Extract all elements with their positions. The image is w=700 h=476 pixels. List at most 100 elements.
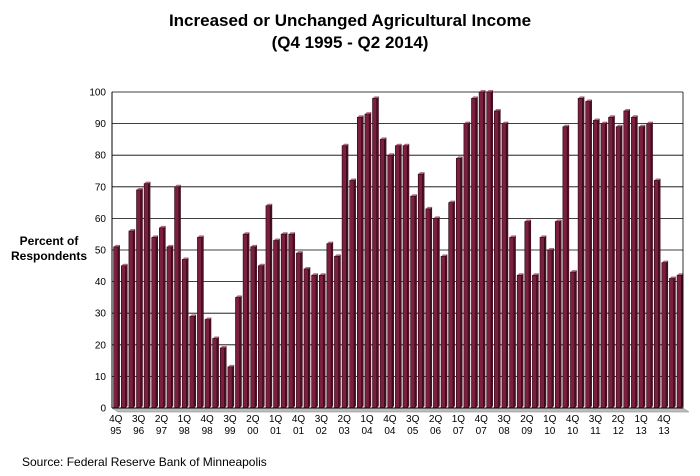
bar-front [212,338,218,409]
x-tick-label-quarter: 2Q [246,414,260,425]
bar-top [197,235,204,238]
bar [486,90,493,409]
bar-top [532,273,539,276]
bar-top [380,137,387,140]
bar-side [605,121,608,408]
bar-top [486,90,493,92]
bar [417,172,425,409]
bar [554,219,562,409]
bar-side [422,172,425,408]
x-tick-label-quarter: 3Q [132,414,146,425]
bar-side [392,153,395,408]
bar-side [475,96,478,408]
bar-top [212,336,219,339]
bar-side [247,232,250,408]
bar [288,232,296,409]
bar-top [334,254,341,257]
bar-side [430,206,433,408]
bar-side [597,118,600,408]
bar-side [224,345,227,408]
bar-side [308,266,311,408]
bar-top [463,121,471,124]
bar-side [376,96,379,408]
bar-side [346,143,349,408]
bar-top [479,90,486,92]
bar-side [277,238,280,408]
bar-top [646,121,653,124]
bar-front [623,110,629,409]
bar-front [425,208,431,409]
bar-top [319,273,326,276]
x-tick-label-quarter: 4Q [475,414,489,425]
x-tick-label-year: 05 [407,426,419,437]
bar-top [669,276,676,279]
bar-front [288,233,294,409]
bar-side [163,225,166,408]
bar-top [296,251,303,254]
bar [440,254,448,409]
bar-top [654,178,661,181]
bar-side [658,178,661,408]
x-tick-label-year: 99 [224,426,236,437]
bar-top [471,96,478,99]
bar-top [151,235,159,238]
bar-side [574,270,577,408]
source-note: Source: Federal Reserve Bank of Minneapo… [22,455,267,469]
bar-top [349,178,356,181]
x-tick-label-year: 98 [179,426,191,437]
x-tick-label-quarter: 1Q [360,414,374,425]
bar [532,273,539,409]
x-tick-label-quarter: 4Q [292,414,306,425]
bar-top [387,153,395,156]
bar-side [171,244,174,408]
bar [280,232,288,409]
x-tick-label-quarter: 1Q [543,414,557,425]
bar-top [677,273,684,276]
bar-top [304,266,311,269]
bar-front [570,271,576,409]
bar-top [144,181,151,184]
bar-front [174,186,180,409]
bar-front [455,158,461,409]
bar [212,336,219,409]
x-tick-label-year: 96 [133,426,145,437]
bar-front [242,233,248,409]
x-tick-label-year: 02 [316,426,328,437]
bar-front [463,123,469,409]
bar-top [562,124,570,127]
x-tick-label-quarter: 2Q [520,414,534,425]
bar-top [357,115,364,118]
bar [273,238,280,409]
bar-side [140,187,143,408]
bar [395,143,402,409]
bar-side [338,254,341,408]
bar-top [311,273,318,276]
bar [600,121,608,409]
bar-top [524,219,532,222]
bar [181,257,189,409]
y-tick-label: 10 [95,372,107,383]
bar-side [589,99,592,408]
bar [539,235,547,409]
bar [204,317,212,409]
x-tick-label-quarter: 4Q [383,414,397,425]
bar-top [608,115,615,118]
bar-front [227,366,233,409]
x-tick-label-year: 10 [567,426,579,437]
y-tick-label: 70 [95,182,107,193]
bar-front [615,126,621,409]
bar-front [547,249,553,409]
y-tick-label: 90 [95,119,107,130]
bar-top [113,244,120,247]
y-tick-label: 20 [95,340,107,351]
bar-top [342,143,349,146]
x-tick-label-year: 04 [384,426,396,437]
bar-side [407,143,410,408]
bar [494,108,501,409]
bar-side [650,121,653,408]
bar-side [612,115,615,408]
bar-side [178,184,181,408]
bar-side [209,317,212,408]
bar-front [593,120,598,409]
bar-top [661,260,669,263]
